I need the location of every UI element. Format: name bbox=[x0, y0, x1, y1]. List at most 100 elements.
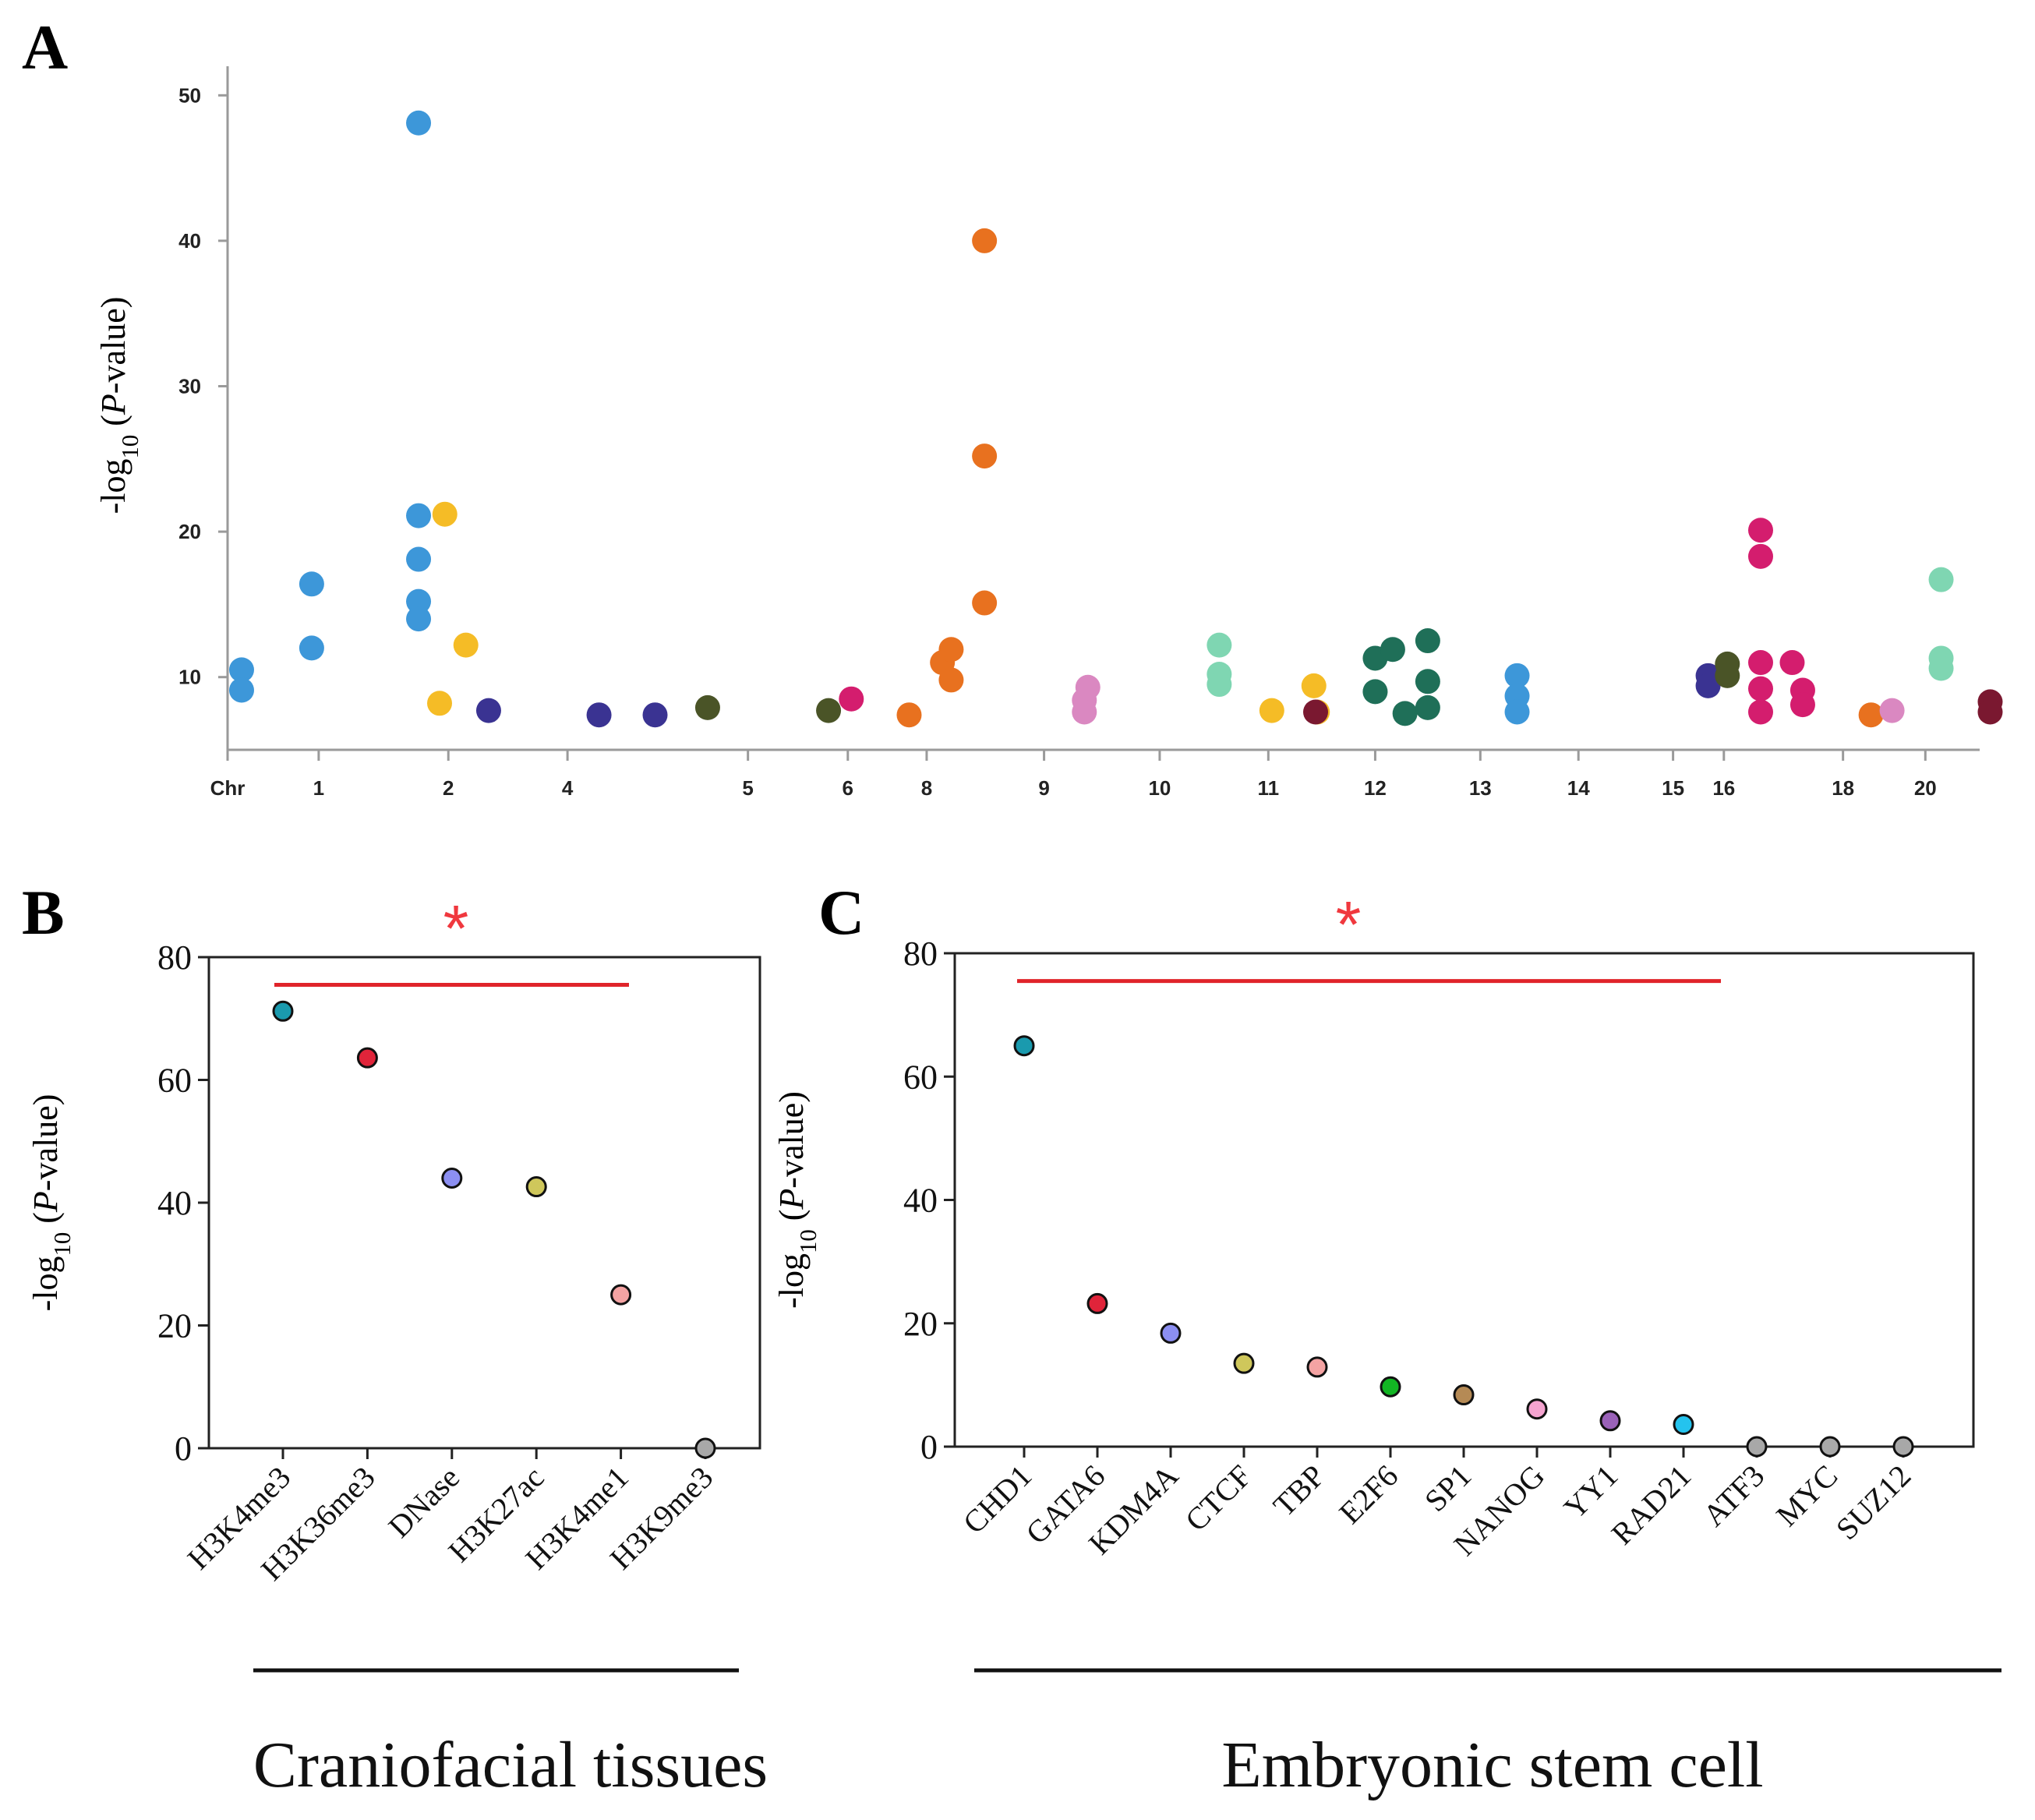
y-tick-label: 20 bbox=[157, 1307, 192, 1345]
x-tick-label: 12 bbox=[1364, 776, 1387, 800]
data-point-chr12 bbox=[1380, 637, 1405, 663]
y-axis-label: -log10 (P-value) bbox=[772, 1091, 821, 1309]
data-point-chr2 bbox=[406, 606, 432, 632]
x-tick-label: 16 bbox=[1712, 776, 1735, 800]
significance-asterisk: * bbox=[1336, 888, 1362, 961]
data-point-chr6 bbox=[1748, 543, 1773, 569]
data-point-chr8 bbox=[1858, 702, 1884, 728]
x-tick-label: 2 bbox=[443, 776, 454, 800]
x-tick-label: 8 bbox=[921, 776, 932, 800]
group-label: Embryonic stem cell bbox=[1221, 1729, 1763, 1801]
x-tick-label: 4 bbox=[562, 776, 574, 800]
y-tick-label: 40 bbox=[903, 1182, 938, 1220]
data-point-atf3 bbox=[1746, 1436, 1768, 1458]
data-point-yy1 bbox=[1599, 1410, 1621, 1432]
x-tick-label-ctcf: CTCF bbox=[1178, 1458, 1259, 1539]
data-point-chr6 bbox=[1779, 650, 1805, 676]
data-point-chr1 bbox=[228, 657, 254, 683]
data-point-chr8 bbox=[972, 228, 998, 253]
y-tick-label: 0 bbox=[920, 1428, 938, 1466]
y-tick-label: 60 bbox=[903, 1058, 938, 1096]
x-tick-label: Chr bbox=[210, 776, 246, 800]
data-point-chr3 bbox=[1301, 673, 1327, 698]
data-point-chr12 bbox=[1362, 679, 1388, 705]
data-point-chr6 bbox=[1748, 699, 1773, 725]
data-point-chr4 bbox=[1695, 673, 1721, 698]
x-tick-label-tbp: TBP bbox=[1267, 1458, 1332, 1524]
data-point-e2f6 bbox=[1380, 1376, 1401, 1398]
data-point-chr3 bbox=[432, 501, 458, 527]
data-point-chr13 bbox=[1504, 663, 1530, 688]
data-point-chr1 bbox=[299, 635, 324, 661]
y-tick-label: 0 bbox=[175, 1429, 192, 1468]
y-tick-label: 10 bbox=[178, 666, 201, 689]
x-tick-label-atf3: ATF3 bbox=[1696, 1458, 1771, 1533]
plot-frame bbox=[207, 956, 761, 1450]
data-point-chr6 bbox=[1748, 518, 1773, 543]
panel-b-letter: B bbox=[22, 877, 65, 948]
data-point-gata6 bbox=[1086, 1292, 1108, 1314]
data-point-chr1 bbox=[228, 677, 254, 703]
data-point-chr8 bbox=[972, 444, 998, 469]
data-point-suz12 bbox=[1892, 1436, 1914, 1458]
y-tick-label: 20 bbox=[178, 520, 201, 543]
y-tick-label: 30 bbox=[178, 375, 201, 398]
data-point-kdm4a bbox=[1160, 1322, 1182, 1344]
x-tick-label: 20 bbox=[1914, 776, 1937, 800]
data-point-chr2 bbox=[406, 546, 432, 572]
data-point-chr2 bbox=[406, 503, 432, 528]
x-tick-label: 10 bbox=[1148, 776, 1171, 800]
x-tick-label-suz12: SUZ12 bbox=[1829, 1458, 1918, 1547]
group-label: Craniofacial tissues bbox=[253, 1729, 768, 1801]
x-tick-label: 18 bbox=[1832, 776, 1854, 800]
data-point-rad21 bbox=[1673, 1414, 1694, 1436]
panel-c-letter: C bbox=[818, 877, 864, 948]
plot-frame bbox=[953, 952, 1975, 1448]
data-point-nanog bbox=[1526, 1398, 1548, 1420]
data-point-chr4 bbox=[586, 702, 612, 728]
y-tick-label: 60 bbox=[157, 1062, 192, 1100]
x-tick-label: 1 bbox=[313, 776, 324, 800]
x-tick-label: 6 bbox=[843, 776, 853, 800]
data-point-chr10 bbox=[1207, 672, 1232, 698]
data-point-chr4 bbox=[642, 702, 668, 728]
data-point-chr8 bbox=[972, 590, 998, 616]
data-point-chr12 bbox=[1415, 694, 1440, 720]
x-tick-label: 5 bbox=[742, 776, 753, 800]
y-axis-label: -log10 (P-value) bbox=[94, 297, 143, 514]
data-point-dnase bbox=[441, 1168, 463, 1189]
data-point-chr6 bbox=[839, 686, 864, 712]
x-tick-label: 14 bbox=[1567, 776, 1590, 800]
data-point-chr6 bbox=[1748, 650, 1773, 676]
x-tick-label: 15 bbox=[1662, 776, 1684, 800]
data-point-chr8 bbox=[896, 702, 922, 728]
data-point-chr6 bbox=[1789, 692, 1815, 718]
data-point-chr3 bbox=[1259, 698, 1284, 723]
data-point-h3k4me1 bbox=[610, 1284, 632, 1306]
data-point-chr3 bbox=[427, 691, 453, 716]
data-point-chr12 bbox=[1415, 669, 1440, 694]
x-tick-label-yy1: YY1 bbox=[1557, 1458, 1625, 1526]
x-tick-label-rad21: RAD21 bbox=[1605, 1458, 1698, 1552]
data-point-chr3 bbox=[453, 632, 479, 658]
x-tick-label: 13 bbox=[1469, 776, 1492, 800]
data-point-chr2 bbox=[406, 588, 432, 614]
data-point-chr11 bbox=[1977, 699, 2003, 725]
data-point-myc bbox=[1819, 1436, 1841, 1458]
data-point-sp1 bbox=[1453, 1384, 1475, 1406]
data-point-chr13 bbox=[1504, 699, 1530, 725]
data-point-chr8 bbox=[938, 667, 964, 693]
data-point-chr5 bbox=[816, 698, 842, 723]
y-tick-label: 40 bbox=[157, 1184, 192, 1222]
data-point-chd1 bbox=[1013, 1035, 1035, 1057]
significance-asterisk: * bbox=[443, 892, 469, 965]
data-point-chr5 bbox=[1715, 663, 1740, 688]
y-tick-label: 80 bbox=[903, 935, 938, 973]
y-tick-label: 50 bbox=[178, 83, 201, 107]
y-axis-label: -log10 (P-value) bbox=[26, 1094, 76, 1312]
data-point-ctcf bbox=[1233, 1352, 1255, 1374]
x-tick-label: 9 bbox=[1038, 776, 1049, 800]
y-tick-label: 40 bbox=[178, 229, 201, 253]
data-point-chr10 bbox=[1207, 632, 1232, 658]
